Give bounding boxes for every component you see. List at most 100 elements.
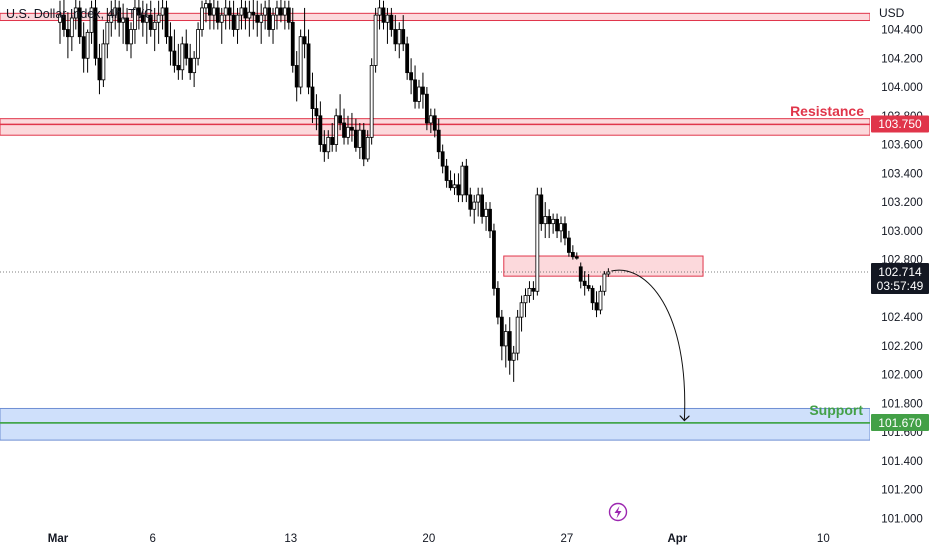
candle-body xyxy=(251,11,256,16)
price-axis[interactable]: USD 104.400104.200104.000103.800103.6001… xyxy=(870,0,932,550)
candle xyxy=(495,281,500,325)
candle-body xyxy=(432,115,437,131)
candle-body xyxy=(105,21,110,45)
price-tick-label: 101.000 xyxy=(881,514,923,526)
candle-body xyxy=(81,36,86,59)
time-tick-label: 13 xyxy=(284,533,297,545)
candle xyxy=(330,122,335,152)
candle-body xyxy=(140,14,145,23)
time-axis[interactable]: Mar 6 13 20 27 Apr 10 xyxy=(0,527,870,550)
candle xyxy=(251,0,256,30)
candle xyxy=(227,0,232,30)
flash-button[interactable] xyxy=(608,502,628,522)
candle xyxy=(567,230,571,257)
candle xyxy=(215,0,220,30)
candle-body xyxy=(559,223,563,232)
last-price-badge: 102.714 03:57:49 xyxy=(871,263,929,294)
candle xyxy=(543,202,548,239)
candle xyxy=(452,173,457,195)
candle-body xyxy=(495,287,500,318)
candle xyxy=(192,51,197,88)
candle xyxy=(73,0,78,30)
candle xyxy=(314,94,319,131)
candle xyxy=(77,0,82,44)
candle-body xyxy=(567,237,571,253)
candle xyxy=(322,130,327,162)
candle-body xyxy=(357,129,362,148)
candle xyxy=(586,274,591,292)
candle-body xyxy=(602,273,607,292)
candle-body xyxy=(223,7,228,16)
candle xyxy=(570,245,575,260)
candle-body xyxy=(208,3,212,16)
price-tick-label: 103.400 xyxy=(881,168,923,180)
candle xyxy=(598,285,603,315)
candle-body xyxy=(322,144,327,153)
candle xyxy=(101,29,106,88)
price-tick-label: 104.400 xyxy=(881,25,923,37)
candle-body xyxy=(464,165,469,196)
candle-body xyxy=(334,115,339,145)
lightning-icon xyxy=(614,506,622,519)
candle xyxy=(464,158,469,203)
candle xyxy=(353,118,358,152)
candle xyxy=(156,0,161,44)
candle xyxy=(125,7,129,52)
candle xyxy=(377,0,382,30)
candle-body xyxy=(377,7,382,16)
candle xyxy=(551,213,556,234)
candle-body xyxy=(144,14,149,23)
candle-body xyxy=(606,271,611,275)
candle-body xyxy=(444,165,449,181)
candle-body xyxy=(365,136,370,160)
candle xyxy=(393,15,398,52)
candle-body xyxy=(58,14,62,23)
candle xyxy=(306,29,311,95)
candle-body xyxy=(409,72,414,81)
candle xyxy=(381,0,386,30)
candle-body xyxy=(460,165,465,196)
candle xyxy=(62,0,66,37)
candle-body xyxy=(515,316,520,354)
candle xyxy=(89,0,94,44)
candle-body xyxy=(353,129,358,148)
candle xyxy=(409,58,414,95)
candle xyxy=(594,291,599,318)
price-tick-label: 104.000 xyxy=(881,82,923,94)
candle-body xyxy=(369,65,374,138)
candle xyxy=(140,0,145,37)
candle xyxy=(259,3,264,44)
time-labels: Mar 6 13 20 27 Apr 10 xyxy=(48,533,830,545)
candle xyxy=(129,22,133,59)
candle-body xyxy=(235,14,240,30)
candle-body xyxy=(176,65,181,71)
candle-body xyxy=(456,184,461,196)
candle-body xyxy=(318,115,323,145)
candle xyxy=(373,7,378,73)
candle-body xyxy=(255,14,260,23)
candle xyxy=(574,252,579,260)
candle-body xyxy=(385,14,390,23)
candle-body xyxy=(330,136,335,145)
candle xyxy=(93,0,98,66)
candle-body xyxy=(570,252,575,258)
candle xyxy=(188,43,193,80)
candle-body xyxy=(405,43,410,74)
overlay-layer: U.S. Dollar Index, 4h, TVC Resistance Su… xyxy=(6,7,864,522)
time-tick-label: Apr xyxy=(667,533,687,545)
candle-body xyxy=(555,218,559,232)
candle xyxy=(310,72,315,123)
candle-body xyxy=(488,208,492,232)
candle xyxy=(152,7,157,52)
candle xyxy=(590,285,595,310)
candle xyxy=(235,7,240,44)
candle xyxy=(413,65,417,109)
candle xyxy=(535,187,540,296)
candle xyxy=(160,0,165,30)
candle xyxy=(164,0,169,44)
candle-body xyxy=(535,194,540,292)
candle-body xyxy=(306,43,311,88)
candle-body xyxy=(499,316,504,347)
